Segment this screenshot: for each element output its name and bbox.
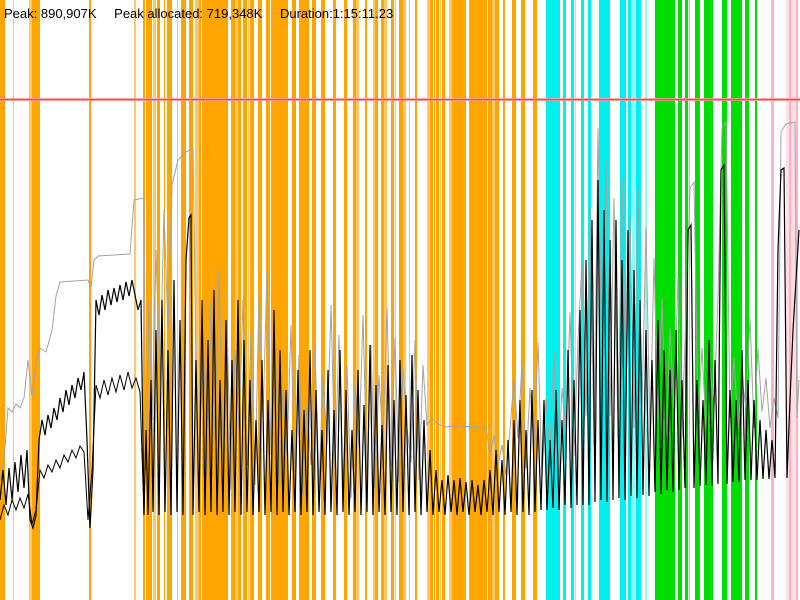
chart-header: Peak: 890,907K Peak allocated: 719,348K … (4, 6, 407, 21)
peak-allocated-label: Peak allocated: 719,348K (114, 6, 263, 21)
duration-label: Duration:1:15:11.23 (279, 6, 394, 21)
series-used-secondary (0, 371, 145, 525)
peak-label: Peak: 890,907K (4, 6, 97, 21)
peak-line (0, 99, 800, 101)
series-used (0, 162, 800, 531)
series-allocated-envelope (0, 120, 800, 506)
